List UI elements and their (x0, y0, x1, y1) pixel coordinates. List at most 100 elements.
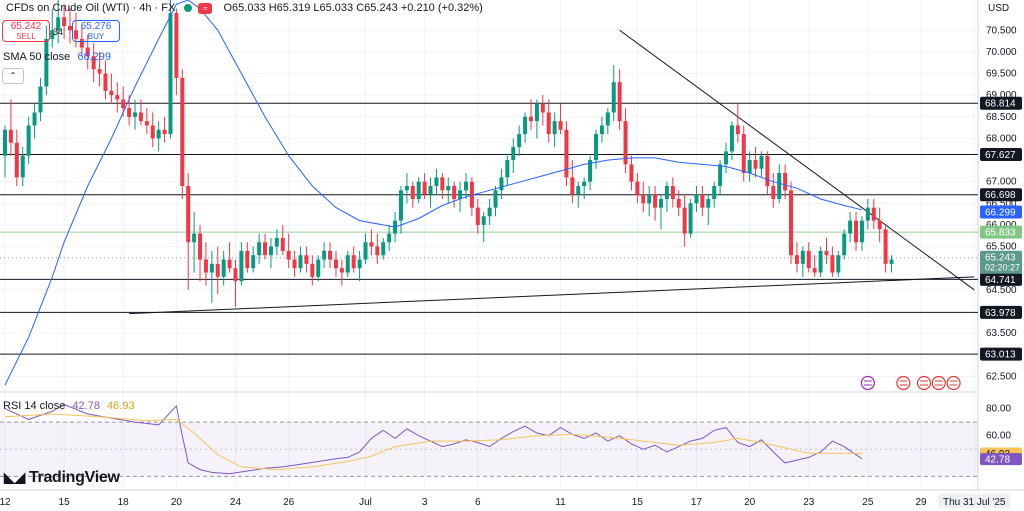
candle-body (363, 242, 368, 260)
price-tick-label: 63.500 (986, 328, 1017, 339)
time-tick-label: 3 (422, 497, 428, 508)
currency-label: USD (988, 3, 1009, 14)
time-tick-label: 25 (862, 497, 874, 508)
spread-value: 34 (53, 27, 64, 37)
ohlc-readout: O65.033 H65.319 L65.033 C65.243 +0.210 (… (223, 2, 483, 14)
price-tick-label: 64.500 (986, 285, 1017, 296)
candle-body (753, 160, 758, 169)
time-axis[interactable]: 12 15 18 20 24 26 Jul 3 6 11 15 17 20 23 25 29 Thu 31 Ju… (0, 489, 1024, 508)
time-tick-label: 26 (283, 497, 295, 508)
symbol-title[interactable]: CFDs on Crude Oil (WTI) · 4h · FX (6, 2, 176, 14)
candle-body (824, 250, 829, 256)
last-price-countdown: 02:20:27 (985, 263, 1020, 273)
level-tag-bg (980, 148, 1022, 162)
candle-body (812, 268, 817, 273)
candle-body (215, 263, 220, 277)
level-tag: 63.978 (985, 308, 1016, 319)
candle-body (475, 207, 480, 225)
candle-body (830, 255, 835, 273)
logo-text: TradingView (28, 469, 120, 486)
price-tick-label: 66.000 (986, 220, 1017, 231)
candle-body (245, 250, 250, 269)
candle-body (883, 229, 888, 264)
level-tag: 68.814 (985, 99, 1016, 110)
candle-body (203, 259, 208, 273)
candle-body (8, 129, 13, 143)
candle-body (304, 255, 309, 264)
candle-body (103, 73, 108, 91)
candle-body (806, 250, 811, 269)
candle-body (274, 237, 279, 247)
time-tick-label: 12 (0, 497, 11, 508)
candle-body (635, 181, 640, 195)
candle-body (446, 186, 451, 191)
candle-body (91, 56, 96, 70)
rsi-ma-value: 46.93 (107, 400, 135, 412)
last-price-tag: 65.243 (985, 253, 1016, 264)
candle-body (540, 103, 545, 113)
price-axis[interactable]: USD 70.500 70.000 69.500 69.000 68.500 68.000 6… (979, 0, 1024, 511)
level-tag: 66.698 (985, 190, 1016, 201)
candle-body (434, 177, 439, 187)
level-tag-bg (980, 96, 1022, 110)
candle-body (109, 90, 114, 96)
candle-body (251, 255, 256, 269)
candle-body (599, 125, 604, 135)
candle-body (564, 129, 569, 178)
candle-body (263, 242, 268, 256)
candle-body (162, 129, 167, 135)
candle-body (369, 242, 374, 247)
candle-body (623, 121, 628, 165)
candle-body (268, 246, 273, 256)
market-open-icon (184, 4, 193, 13)
candle-body (144, 121, 149, 126)
candle-body (877, 220, 882, 230)
candle-body (221, 259, 226, 277)
time-tick-label: 15 (632, 497, 644, 508)
candle-body (138, 112, 143, 122)
rsi-label: RSI 14 close (3, 400, 66, 412)
candle-body (56, 17, 61, 31)
candle-body (629, 164, 634, 182)
sma-legend[interactable]: SMA 50 close 66.299 (3, 51, 111, 63)
candle-body (387, 233, 392, 243)
sell-button[interactable]: 65.242 SELL (2, 20, 50, 42)
candle-body (440, 177, 445, 191)
candle-body (404, 186, 409, 191)
price-tick-label: 66.500 (986, 198, 1017, 209)
candle-body (647, 194, 652, 204)
alert-icon[interactable]: ≈ (198, 2, 213, 14)
rsi-legend[interactable]: RSI 14 close 42.78 46.93 (3, 400, 135, 412)
candle-body (310, 263, 315, 277)
candle-body (588, 160, 593, 182)
sma-line (4, 0, 863, 386)
tradingview-logo[interactable]: ◣◢ TradingView (4, 469, 120, 487)
candle-body (428, 186, 433, 195)
horizontal-levels (0, 102, 978, 355)
candle-body (298, 255, 303, 269)
candle-body (186, 186, 191, 243)
candle-body (85, 47, 90, 57)
green-level-tag: 65.833 (985, 228, 1016, 239)
price-tick-label: 70.000 (986, 47, 1017, 58)
candle-body (198, 233, 203, 260)
candle-body (150, 125, 155, 139)
candle-body (381, 242, 386, 256)
candle-body (174, 12, 179, 78)
candle-body (50, 30, 55, 39)
time-tick-label: 11 (555, 497, 566, 508)
buy-button[interactable]: 65.276 BUY (72, 20, 120, 42)
us-flag-event-icon (896, 375, 911, 391)
candle-body (133, 112, 138, 117)
candle-body (771, 186, 776, 199)
candle-body (777, 173, 782, 199)
time-tick-label: 29 (915, 497, 927, 508)
candle-body (688, 203, 693, 234)
level-tag-bg (980, 305, 1022, 319)
time-tick-label: 20 (171, 497, 183, 508)
candle-body (505, 160, 510, 178)
collapse-chevron-icon[interactable]: ⌃ (2, 68, 24, 84)
price-tick-label: 62.500 (986, 371, 1017, 382)
candle-body (741, 134, 746, 174)
